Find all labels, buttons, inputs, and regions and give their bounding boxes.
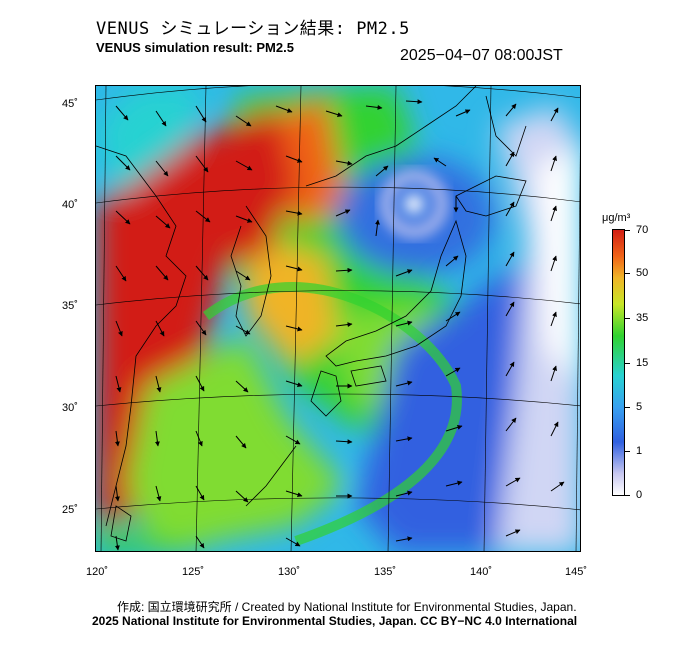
colorbar-tick	[625, 230, 630, 231]
colorbar-label-35: 35	[636, 312, 649, 324]
lon-label-145: 145˚	[564, 566, 588, 578]
map-canvas	[96, 86, 580, 551]
colorbar-label-5: 5	[636, 401, 643, 413]
pm25-concentration-field	[96, 86, 580, 551]
colorbar-tick	[625, 273, 630, 274]
colorbar-label-1: 1	[636, 445, 643, 457]
title-japanese: VENUS シミュレーション結果: PM2.5	[96, 19, 410, 39]
colorbar-tick	[625, 495, 630, 496]
lat-label-25: 25˚	[62, 504, 78, 516]
lon-label-120: 120˚	[85, 566, 109, 578]
lat-label-40: 40˚	[62, 199, 78, 211]
colorbar-unit: μg/m³	[602, 212, 631, 224]
lon-label-140: 140˚	[469, 566, 493, 578]
colorbar	[612, 229, 625, 496]
title-english: VENUS simulation result: PM2.5	[96, 40, 294, 55]
lat-label-45: 45˚	[62, 98, 78, 110]
colorbar-tick	[625, 407, 630, 408]
lon-label-130: 130˚	[277, 566, 301, 578]
colorbar-label-70: 70	[636, 224, 649, 236]
credit-line: 作成: 国立環境研究所 / Created by National Instit…	[117, 600, 577, 614]
graticule	[96, 86, 580, 551]
colorbar-tick	[625, 318, 630, 319]
colorbar-tick	[625, 451, 630, 452]
lon-label-125: 125˚	[181, 566, 205, 578]
colorbar-label-50: 50	[636, 267, 649, 279]
cyclone-swirl	[381, 171, 447, 237]
coastline	[96, 86, 527, 542]
lat-label-35: 35˚	[62, 300, 78, 312]
wind-vectors	[114, 99, 565, 551]
colorbar-label-0: 0	[636, 489, 643, 501]
datetime-label: 2025−04−07 08:00JST	[400, 47, 563, 64]
pollution-arc	[202, 282, 462, 546]
lat-label-30: 30˚	[62, 402, 78, 414]
lon-label-135: 135˚	[373, 566, 397, 578]
copyright-line: 2025 National Institute for Environmenta…	[92, 614, 578, 628]
colorbar-label-15: 15	[636, 357, 649, 369]
colorbar-tick	[625, 363, 630, 364]
pm25-map	[95, 85, 581, 552]
